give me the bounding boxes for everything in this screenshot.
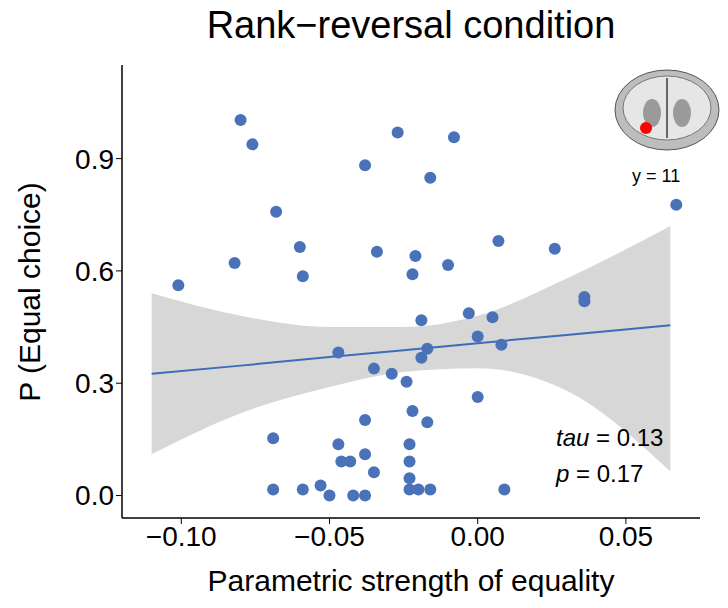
svg-text:0.6: 0.6 xyxy=(75,256,114,287)
svg-text:0.00: 0.00 xyxy=(450,521,505,552)
svg-text:0.05: 0.05 xyxy=(599,521,654,552)
html-text:p = 0.17: p = 0.17 xyxy=(556,460,644,487)
svg-text:−0.05: −0.05 xyxy=(294,521,365,552)
svg-text:−0.10: −0.10 xyxy=(146,521,217,552)
html-text:y = 11: y = 11 xyxy=(632,166,681,186)
svg-text:0.3: 0.3 xyxy=(75,368,114,399)
svg-text:0.9: 0.9 xyxy=(75,144,114,175)
html-text:Rank−reversal condition: Rank−reversal condition xyxy=(206,4,616,46)
svg-text:0.0: 0.0 xyxy=(75,480,114,511)
html-text:P (Equal choice): P (Equal choice) xyxy=(13,181,46,402)
html-text:tau = 0.13: tau = 0.13 xyxy=(556,424,664,451)
html-text:Parametric strength of equalit: Parametric strength of equality xyxy=(207,564,615,597)
